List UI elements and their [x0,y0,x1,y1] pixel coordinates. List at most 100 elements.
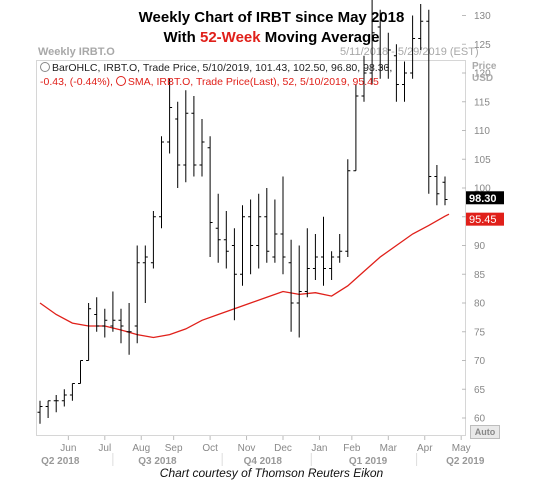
ohlc-bar [288,239,294,332]
x-tick-label: Dec [274,443,292,454]
x-tick-label: Mar [380,443,398,454]
y-axis-name: Price [472,61,497,72]
ohlc-bar [199,119,205,177]
y-axis-unit: USD [472,73,493,84]
ohlc-bar [159,136,164,229]
y-tick-label: 110 [474,126,490,137]
ohlc-bar [86,303,92,361]
ohlc-bar [126,303,132,355]
y-tick-label: 120 [474,69,491,80]
x-tick-label: Aug [132,443,150,454]
sma-legend-text: SMA, IRBT.O, Trade Price(Last), 52, 5/10… [127,76,379,88]
ohlc-bar [191,96,197,177]
y-tick-label: 115 [474,97,490,108]
x-tick-label: Oct [202,443,218,454]
y-tick-label: 65 [474,385,486,396]
ohlc-bar [280,176,286,275]
subtitle-pre: With [163,29,200,46]
ohlc-bar [53,395,59,413]
ohlc-bar [118,308,124,344]
x-tick-label: Sep [165,443,183,454]
x-tick-label: Jul [98,443,111,454]
sma-value-label: 95.45 [469,214,497,226]
ohlc-bar [37,400,43,424]
ohlc-bar [385,32,391,79]
ohlc-bar [142,245,148,303]
ohlc-bar [410,15,416,79]
ohlc-bar [69,383,75,401]
ohlc-bar [304,228,310,298]
sma-value-box [466,212,504,226]
y-tick-label: 60 [474,414,486,425]
ohlc-bar [215,193,221,263]
ohlc-bar [175,101,181,188]
ohlc-bar [296,245,302,338]
current-price-label: 98.30 [469,193,497,205]
ohlc-bar [102,308,108,338]
ohlc-bar [167,78,173,154]
ohlc-bar [45,400,51,418]
ohlc-bar [312,234,318,280]
ohlc-bar [110,291,116,332]
settings-circle-icon[interactable] [115,76,126,86]
y-tick-label: 130 [474,11,491,22]
y-tick-label: 100 [474,184,491,195]
y-tick-label: 80 [474,299,486,310]
ohlc-bar [272,199,278,263]
settings-circle-icon[interactable] [40,62,50,72]
subtitle-accent: 52-Week [200,29,261,46]
x-tick-label: Apr [417,443,433,454]
ohlc-bar [321,216,326,286]
x-tick-label: Nov [238,443,256,454]
x-quarter-label: Q1 2019 [349,456,388,467]
ohlc-bar [442,176,448,206]
y-tick-label: 85 [474,270,486,281]
y-tick-label: 105 [474,155,491,166]
x-tick-label: Jan [311,443,327,454]
ohlc-bar [426,9,432,194]
x-quarter-label: Q2 2018 [41,456,80,467]
y-tick-label: 125 [474,40,491,51]
ohlc-bar [94,297,100,332]
ohlc-bar [150,211,156,269]
auto-scale-button[interactable]: Auto [470,425,500,439]
ohlc-bar [329,251,335,280]
ohlc-bar [402,61,407,102]
ohlc-bar [337,234,343,263]
ohlc-bar [345,159,351,257]
x-quarter-label: Q2 2019 [446,456,485,467]
chart-frame [36,60,466,436]
ohlc-bar [353,84,359,172]
ohlc-bar [264,188,270,263]
y-tick-label: 70 [474,356,486,367]
ohlc-bar [61,389,67,407]
ohlc-legend-line2: -0.43, (-0.44%), [40,76,113,88]
ohlc-bar [361,55,367,102]
x-quarter-label: Q4 2018 [244,456,283,467]
ohlc-bar [418,4,424,50]
subtitle-post: Moving Average [260,29,380,46]
x-tick-label: May [452,443,471,454]
chart-title: Weekly Chart of IRBT since May 2018 [138,9,405,26]
x-tick-label: Jun [60,443,76,454]
sma-line [39,213,450,339]
ohlc-bar [78,360,83,384]
ohlc-bar [207,136,213,257]
ohlc-bar [223,211,229,269]
ohlc-bar [240,205,245,286]
y-tick-label: 75 [474,327,486,338]
date-range: 5/11/2018 - 5/29/2019 (EST) [340,46,479,58]
sma-legend: -0.43, (-0.44%), SMA, IRBT.O, Trade Pric… [40,76,379,88]
y-tick-label: 90 [474,241,486,252]
x-quarter-label: Q3 2018 [138,456,177,467]
ohlc-bar [369,0,375,85]
chart-credit: Chart courtesy of Thomson Reuters Eikon [159,466,384,480]
ohlc-bar [248,199,254,275]
ohlc-bar [256,193,262,269]
ohlc-bar [231,228,237,321]
x-tick-label: Feb [343,443,361,454]
panel-title: Weekly IRBT.O [38,46,115,58]
current-price-box [466,191,504,205]
ohlc-bar [377,9,383,79]
